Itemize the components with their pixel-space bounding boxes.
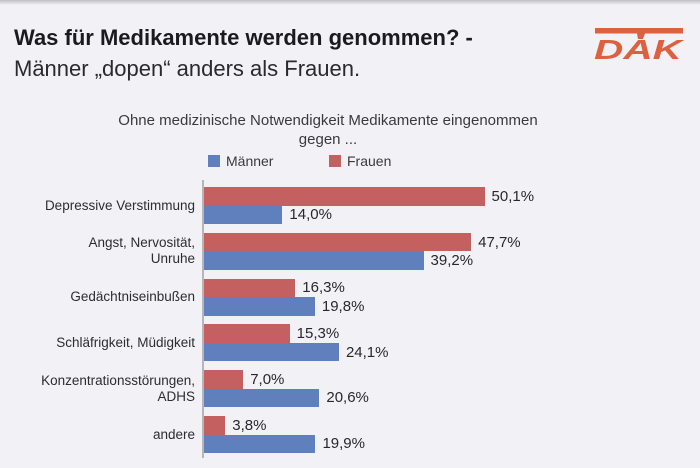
legend-label-maenner: Männer bbox=[226, 152, 274, 169]
value-label-frauen: 15,3% bbox=[296, 325, 340, 343]
bar-maenner bbox=[204, 342, 339, 362]
value-label-frauen: 3,8% bbox=[232, 416, 267, 434]
bar-frauen bbox=[204, 416, 226, 435]
bar-maenner bbox=[204, 251, 424, 270]
category-label: Gedächtniseinbußen bbox=[0, 279, 198, 316]
category-label-line: andere bbox=[152, 426, 195, 442]
bar-frauen bbox=[204, 370, 244, 389]
chart-title-line-2: gegen ... bbox=[298, 131, 358, 148]
category-label: Schläfrigkeit, Müdigkeit bbox=[0, 324, 198, 361]
category-label-line: Angst, Nervosität, bbox=[88, 235, 195, 251]
bar-maenner bbox=[204, 434, 316, 453]
category-label-line: Gedächtniseinbußen bbox=[70, 289, 195, 305]
y-axis-line bbox=[202, 180, 204, 458]
legend-swatch-frauen bbox=[329, 154, 341, 167]
value-label-maenner: 19,8% bbox=[321, 297, 365, 315]
page-title: Was für Medikamente werden genommen? - M… bbox=[14, 22, 473, 84]
bar-maenner bbox=[204, 297, 315, 316]
dak-logo-a-apex bbox=[637, 33, 645, 39]
legend-item-frauen: Frauen bbox=[329, 152, 391, 169]
value-label-maenner: 20,6% bbox=[326, 389, 369, 407]
value-label-frauen: 16,3% bbox=[302, 279, 345, 297]
category-label-line: Konzentrationsstörungen, bbox=[41, 372, 195, 388]
dak-logo: DAK bbox=[594, 28, 685, 63]
value-label-frauen: 7,0% bbox=[250, 370, 285, 388]
scan-edge-artifact bbox=[0, 0, 700, 5]
bar-frauen bbox=[204, 278, 296, 298]
bar-maenner bbox=[204, 388, 320, 408]
bar-frauen bbox=[204, 232, 472, 252]
legend-label-frauen: Frauen bbox=[347, 152, 392, 169]
title-line-1: Was für Medikamente werden genommen? - bbox=[14, 25, 473, 50]
category-label-line: Unruhe bbox=[150, 251, 195, 267]
category-label-line: ADHS bbox=[157, 388, 195, 404]
category-label: Depressive Verstimmung bbox=[0, 187, 198, 224]
legend-item-maenner: Männer bbox=[208, 152, 273, 169]
value-label-maenner: 24,1% bbox=[345, 343, 389, 361]
category-label-line: Depressive Verstimmung bbox=[44, 197, 195, 213]
bar-frauen bbox=[204, 187, 485, 206]
value-label-frauen: 50,1% bbox=[491, 187, 535, 205]
value-label-frauen: 47,7% bbox=[478, 233, 521, 251]
category-label-line: Schläfrigkeit, Müdigkeit bbox=[56, 334, 195, 350]
bar-maenner bbox=[204, 205, 283, 224]
legend: Männer Frauen bbox=[0, 152, 700, 169]
dak-logo-bar bbox=[595, 28, 683, 34]
value-label-maenner: 19,9% bbox=[322, 435, 365, 453]
dak-logo-text: DAK bbox=[594, 34, 685, 63]
value-label-maenner: 39,2% bbox=[430, 252, 474, 270]
legend-swatch-maenner bbox=[208, 154, 220, 167]
chart-title-line-1: Ohne medizinische Notwendigkeit Medikame… bbox=[118, 112, 538, 129]
chart-title: Ohne medizinische Notwendigkeit Medikame… bbox=[0, 111, 656, 149]
value-label-maenner: 14,0% bbox=[289, 206, 332, 224]
title-line-2: Männer „dopen“ anders als Frauen. bbox=[14, 56, 361, 81]
category-label: Konzentrationsstörungen, ADHS bbox=[0, 370, 198, 407]
bar-frauen bbox=[204, 324, 290, 343]
category-label: Angst, Nervosität, Unruhe bbox=[0, 233, 198, 270]
category-label: andere bbox=[0, 416, 198, 453]
